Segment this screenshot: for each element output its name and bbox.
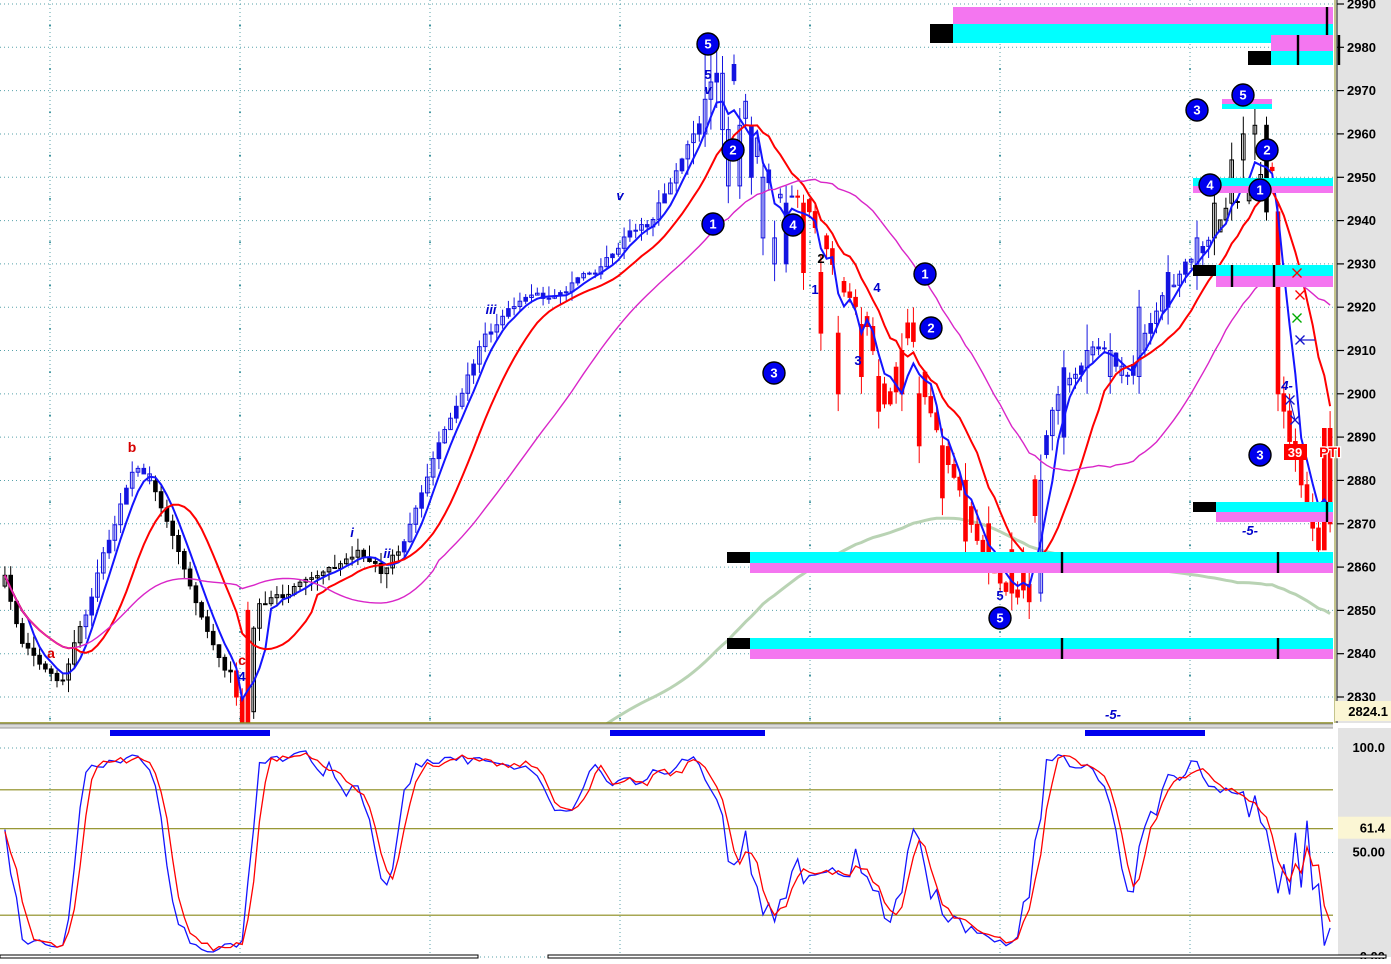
svg-text:2910: 2910 <box>1347 343 1376 358</box>
svg-text:61.4: 61.4 <box>1360 821 1386 836</box>
svg-text:2930: 2930 <box>1347 256 1376 271</box>
svg-text:2890: 2890 <box>1347 430 1376 445</box>
svg-text:v: v <box>616 188 624 203</box>
svg-text:-5-: -5- <box>1242 523 1258 538</box>
svg-text:iii: iii <box>486 302 497 317</box>
svg-text:3: 3 <box>770 366 777 381</box>
svg-text:a: a <box>47 645 55 661</box>
svg-text:2980: 2980 <box>1347 40 1376 55</box>
svg-text:2960: 2960 <box>1347 126 1376 141</box>
svg-text:3: 3 <box>1256 448 1263 463</box>
svg-text:2990: 2990 <box>1347 0 1376 12</box>
svg-text:v: v <box>704 82 712 97</box>
svg-text:100.0: 100.0 <box>1352 740 1385 755</box>
svg-text:4: 4 <box>873 280 881 295</box>
svg-text:4: 4 <box>789 218 797 233</box>
svg-text:-5-: -5- <box>1105 707 1121 722</box>
svg-text:3: 3 <box>1193 103 1200 118</box>
svg-text:2: 2 <box>1263 143 1270 158</box>
svg-text:3: 3 <box>854 353 861 368</box>
svg-text:PTI: PTI <box>1319 444 1341 460</box>
svg-text:2950: 2950 <box>1347 170 1376 185</box>
svg-text:2970: 2970 <box>1347 83 1376 98</box>
svg-text:4-: 4- <box>1280 378 1293 393</box>
svg-text:1: 1 <box>1256 183 1263 198</box>
svg-text:2: 2 <box>927 321 934 336</box>
svg-text:2824.1: 2824.1 <box>1348 704 1388 719</box>
svg-text:2850: 2850 <box>1347 603 1376 618</box>
svg-text:ii: ii <box>383 546 391 561</box>
svg-text:5: 5 <box>996 588 1003 603</box>
svg-text:2880: 2880 <box>1347 473 1376 488</box>
svg-text:5: 5 <box>704 37 711 52</box>
svg-text:2: 2 <box>729 143 736 158</box>
svg-text:b: b <box>128 439 137 455</box>
svg-text:2900: 2900 <box>1347 386 1376 401</box>
svg-text:1: 1 <box>709 217 716 232</box>
svg-text:5: 5 <box>704 67 711 82</box>
svg-text:2870: 2870 <box>1347 516 1376 531</box>
svg-text:5: 5 <box>1239 88 1246 103</box>
svg-text:39: 39 <box>1288 445 1302 460</box>
svg-text:c: c <box>238 652 246 668</box>
svg-text:4: 4 <box>1206 178 1214 193</box>
svg-text:5: 5 <box>996 611 1003 626</box>
svg-text:50.00: 50.00 <box>1352 845 1385 860</box>
svg-text:2840: 2840 <box>1347 646 1376 661</box>
svg-text:1: 1 <box>811 282 818 297</box>
svg-text:1: 1 <box>921 267 928 282</box>
svg-text:i: i <box>350 525 354 540</box>
svg-text:2920: 2920 <box>1347 300 1376 315</box>
svg-text:2940: 2940 <box>1347 213 1376 228</box>
svg-text:4: 4 <box>238 669 246 684</box>
svg-text:2: 2 <box>817 251 824 266</box>
svg-text:2860: 2860 <box>1347 560 1376 575</box>
